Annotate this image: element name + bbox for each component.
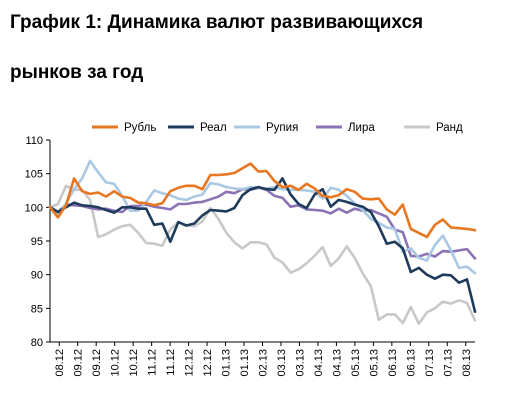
x-tick-label: 11.12 [147,349,159,376]
x-tick-label: 02.13 [258,349,270,377]
y-tick-label: 90 [31,270,43,282]
x-tick-label: 01.13 [239,349,251,377]
y-tick-label: 110 [25,135,43,147]
series-line-1 [48,162,477,239]
x-tick-label: 08.13 [461,349,473,377]
x-tick-label: 04.13 [331,349,343,377]
x-tick-label: 06.13 [387,349,399,377]
y-tick-label: 85 [31,303,43,315]
x-tick-label: 11.12 [165,349,177,376]
legend-label: Лира [348,122,375,134]
series-line-5 [48,184,477,326]
x-tick-label: 10.12 [110,349,122,377]
y-tick-label: 80 [31,337,43,349]
x-tick-label: 03.13 [276,349,288,377]
x-tick-label: 09.12 [73,349,85,377]
x-tick-label: 12.12 [202,349,214,377]
legend-label: Ранд [436,122,463,134]
chart-axes: 80 85 90 95 100 105 110 08.12 09.12 09.12 10.12 10.… [25,135,475,377]
legend-label: Рубль [124,122,156,134]
legend-label: Рупия [266,122,298,134]
chart-legend: Рубль Реал Рупия Лира Ранд [92,122,463,134]
y-tick-label: 100 [25,202,43,214]
x-tick-label: 09.12 [91,349,103,377]
x-tick-label: 05.13 [350,349,362,377]
y-tick-label: 95 [31,236,43,248]
series-line-2 [48,177,477,314]
x-tick-label: 01.13 [221,349,233,377]
x-tick-label: 07.13 [442,349,454,377]
legend-label: Реал [200,122,227,134]
x-tick-label: 12.12 [184,349,196,377]
chart-title-line-2: рынков за год [10,62,144,83]
y-tick-label: 105 [25,169,43,181]
x-tick-label: 06.13 [405,349,417,377]
chart-title-line-1: График 1: Динамика валют развивающихся [10,12,424,33]
x-tick-label: 10.12 [128,349,140,377]
x-tick-label: 04.13 [313,349,325,377]
x-tick-label: 07.13 [424,349,436,377]
x-tick-label: 05.13 [368,349,380,377]
x-tick-label: 08.12 [54,349,66,377]
x-tick-label: 03.13 [294,349,306,377]
chart-series [48,159,477,326]
